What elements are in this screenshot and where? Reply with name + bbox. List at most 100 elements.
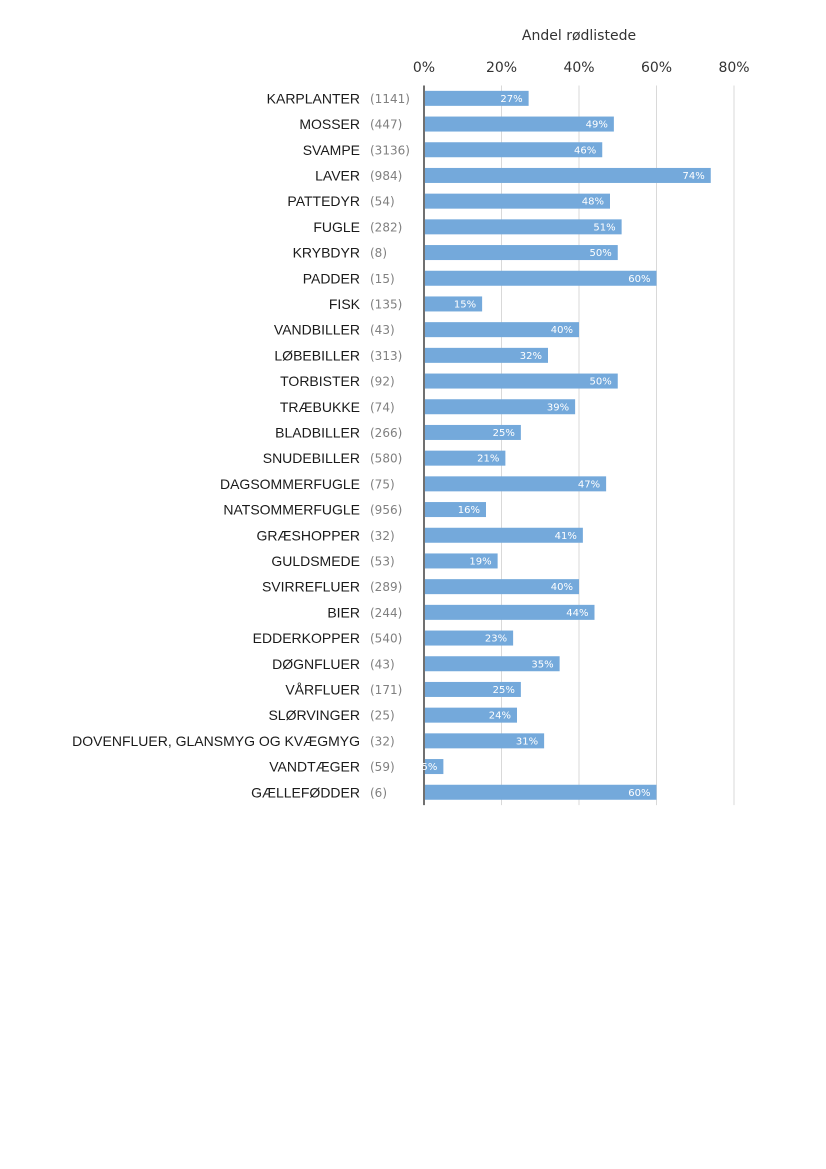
data-label: 40% xyxy=(551,582,573,593)
data-label: 35% xyxy=(531,659,553,670)
category-label: TRÆBUKKE xyxy=(280,399,360,415)
category-label: BIER xyxy=(327,604,360,620)
count-label: (580) xyxy=(370,452,402,466)
bar xyxy=(425,733,545,749)
vertical-gridlines xyxy=(501,85,735,806)
bar xyxy=(425,476,607,492)
bar xyxy=(425,296,483,312)
bar xyxy=(425,167,711,183)
bar xyxy=(425,245,618,261)
data-label: 19% xyxy=(469,556,491,567)
data-label: 21% xyxy=(477,454,499,465)
count-labels: (1141) (447) (3136) (984) (54) (282) (8) (15) (1… xyxy=(370,92,410,800)
bar xyxy=(425,502,486,518)
category-labels: KARPLANTER MOSSER SVAMPE LAVER PATTEDYR FUGLE… xyxy=(72,90,360,800)
data-label: 25% xyxy=(493,428,515,439)
bar xyxy=(425,656,560,672)
bar xyxy=(425,527,583,543)
bar xyxy=(425,681,521,697)
x-tick-label: 40% xyxy=(563,60,594,76)
data-label: 27% xyxy=(500,94,522,105)
count-label: (282) xyxy=(370,220,402,234)
category-label: SLØRVINGER xyxy=(268,707,360,723)
count-label: (447) xyxy=(370,118,402,132)
bar xyxy=(425,784,657,800)
x-tick-labels: 0% 20% 40% 60% 80% xyxy=(413,60,750,76)
data-label: 32% xyxy=(520,351,542,362)
data-label: 51% xyxy=(593,222,615,233)
category-label: DOVENFLUER, GLANSMYG OG KVÆGMYG xyxy=(72,733,360,749)
count-label: (32) xyxy=(370,734,395,748)
category-label: DØGNFLUER xyxy=(272,656,360,672)
x-tick-label: 0% xyxy=(413,60,435,76)
count-label: (32) xyxy=(370,529,395,543)
data-label: 48% xyxy=(582,197,604,208)
count-label: (984) xyxy=(370,169,402,183)
count-label: (43) xyxy=(370,323,395,337)
category-label: BLADBILLER xyxy=(275,424,360,440)
data-label: 15% xyxy=(454,299,476,310)
bar xyxy=(425,450,506,466)
bar xyxy=(425,424,521,440)
category-label: VÅRFLUER xyxy=(285,681,360,697)
count-label: (266) xyxy=(370,426,402,440)
data-label: 60% xyxy=(628,274,650,285)
category-label: NATSOMMERFUGLE xyxy=(223,502,360,518)
bar xyxy=(425,270,657,286)
count-label: (25) xyxy=(370,709,395,723)
category-label: GULDSMEDE xyxy=(271,553,360,569)
category-label: VANDBILLER xyxy=(274,322,360,338)
count-label: (92) xyxy=(370,375,395,389)
count-label: (43) xyxy=(370,657,395,671)
data-label: 49% xyxy=(586,120,608,131)
category-label: EDDERKOPPER xyxy=(253,630,360,646)
count-label: (540) xyxy=(370,632,402,646)
bar xyxy=(425,553,498,569)
data-label: 23% xyxy=(485,634,507,645)
category-label: DAGSOMMERFUGLE xyxy=(220,476,360,492)
bar xyxy=(425,373,618,389)
x-tick-label: 80% xyxy=(718,60,749,76)
data-label: 25% xyxy=(493,685,515,696)
category-label: KARPLANTER xyxy=(267,90,360,106)
bar xyxy=(425,219,622,235)
bar xyxy=(425,604,595,620)
data-label: 46% xyxy=(574,145,596,156)
data-label: 47% xyxy=(578,479,600,490)
count-label: (956) xyxy=(370,503,402,517)
bar xyxy=(425,90,529,106)
data-label: 39% xyxy=(547,402,569,413)
data-labels: 27% 49% 46% 74% 48% 51% 50% 60% 15% 40% 32% 50% 39% 2… xyxy=(422,94,705,799)
bar xyxy=(425,116,614,132)
count-label: (135) xyxy=(370,297,402,311)
data-label: 74% xyxy=(683,171,705,182)
category-label: FISK xyxy=(329,296,361,312)
count-label: (53) xyxy=(370,554,395,568)
data-label: 16% xyxy=(458,505,480,516)
bar xyxy=(425,579,579,595)
count-label: (15) xyxy=(370,272,395,286)
category-label: SVAMPE xyxy=(303,142,360,158)
category-label: VANDTÆGER xyxy=(269,759,360,775)
x-axis-title: Andel rødlistede xyxy=(522,28,636,44)
bar xyxy=(425,193,610,209)
data-label: 5% xyxy=(422,762,438,773)
category-label: PADDER xyxy=(303,270,360,286)
category-label: FUGLE xyxy=(313,219,360,235)
x-tick-label: 20% xyxy=(486,60,517,76)
category-label: SNUDEBILLER xyxy=(263,450,360,466)
count-label: (8) xyxy=(370,246,387,260)
category-label: SVIRREFLUER xyxy=(262,579,360,595)
bar xyxy=(425,759,444,775)
count-label: (244) xyxy=(370,606,402,620)
bar xyxy=(425,142,603,158)
category-label: LØBEBILLER xyxy=(274,347,360,363)
bars xyxy=(425,90,711,800)
count-label: (171) xyxy=(370,683,402,697)
category-label: TORBISTER xyxy=(280,373,360,389)
category-label: GÆLLEFØDDER xyxy=(251,784,360,800)
data-label: 44% xyxy=(566,608,588,619)
count-label: (54) xyxy=(370,195,395,209)
bar xyxy=(425,399,576,415)
